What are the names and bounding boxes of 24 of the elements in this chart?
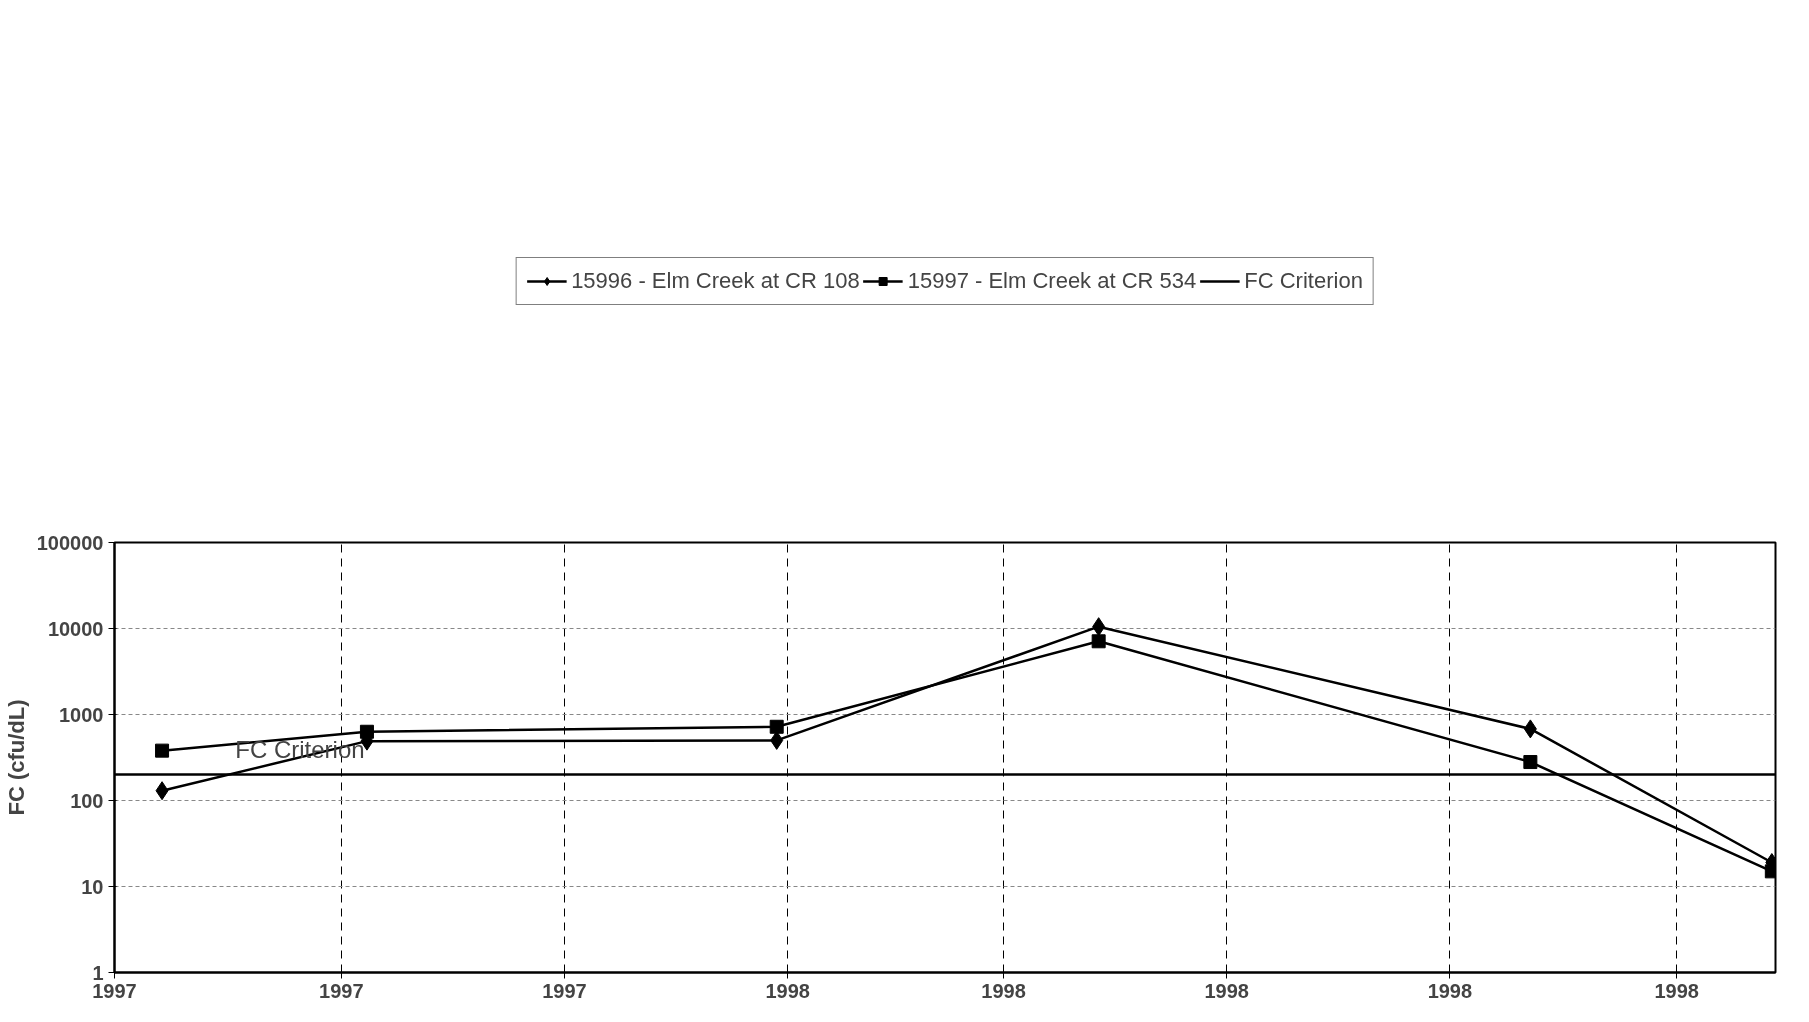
x-tick-label: 1998 <box>765 979 810 1002</box>
x-tick-label: 1997 <box>542 979 587 1002</box>
legend-label: 15996 - Elm Creek at CR 108 <box>571 268 860 294</box>
legend-label: 15997 - Elm Creek at CR 534 <box>907 268 1197 294</box>
point <box>359 724 374 739</box>
point <box>155 781 169 801</box>
y-axis-title: FC (cfu/dL) <box>3 699 29 816</box>
point <box>1092 617 1106 637</box>
point <box>769 719 784 734</box>
point <box>1523 719 1537 739</box>
point <box>1091 634 1106 649</box>
point <box>155 743 170 758</box>
y-tick-label: 100 <box>70 789 104 812</box>
x-tick-label: 1998 <box>1654 979 1699 1002</box>
y-tick-label: 10 <box>81 875 104 898</box>
point <box>1523 755 1538 770</box>
x-tick-label: 1998 <box>1204 979 1249 1002</box>
x-tick-label: 1998 <box>981 979 1026 1002</box>
y-tick-label: 1000 <box>59 703 104 726</box>
x-tick-label: 1998 <box>1427 979 1473 1002</box>
legend-label: FC Criterion <box>1244 268 1363 294</box>
y-tick-label: 10000 <box>47 617 104 640</box>
y-tick-label: 100000 <box>36 531 104 554</box>
x-tick-label: 1997 <box>319 979 364 1002</box>
